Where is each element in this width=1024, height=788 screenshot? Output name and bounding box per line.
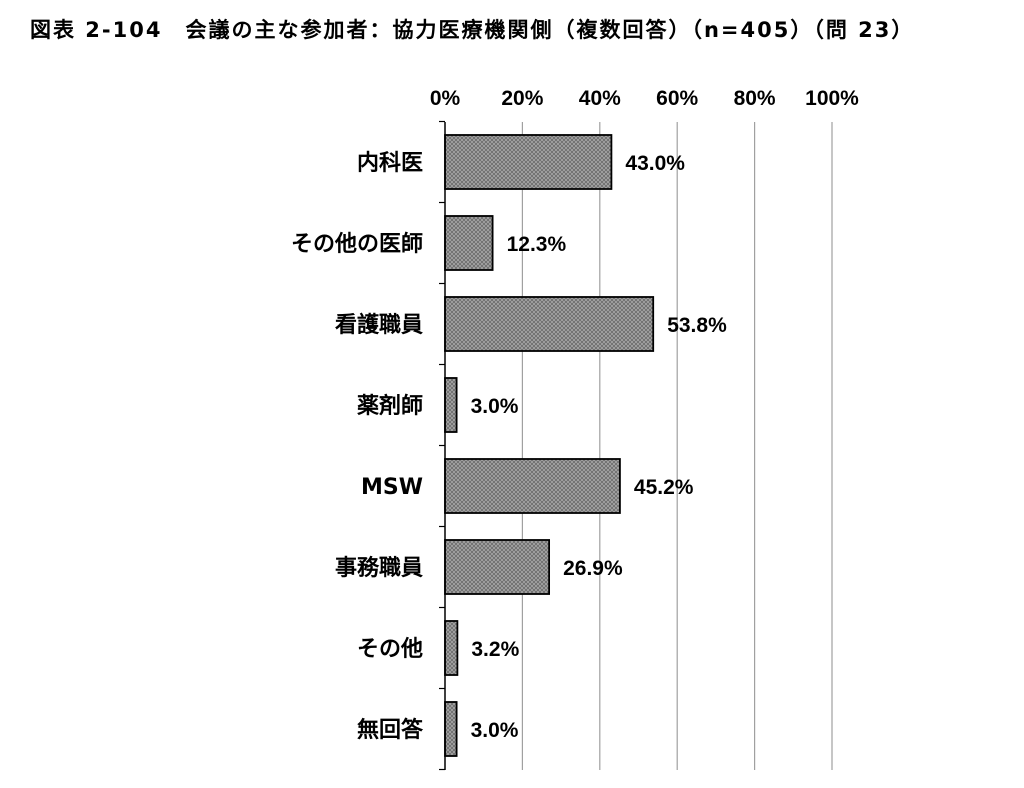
bar (444, 134, 613, 190)
bar (444, 377, 458, 433)
y-axis (439, 120, 446, 771)
x-axis-ticks: 0% 20% 40% 60% 80% 100% (430, 87, 859, 110)
category-label: その他の医師 (291, 231, 423, 257)
category-label: 無回答 (357, 717, 424, 743)
value-label: 12.3% (507, 233, 567, 256)
value-label: 45.2% (634, 476, 694, 499)
bar (444, 620, 459, 676)
value-label: 26.9% (563, 557, 623, 580)
value-label: 3.0% (471, 719, 519, 742)
bar (444, 701, 458, 757)
x-tick-label: 80% (734, 87, 776, 110)
x-tick-label: 100% (805, 87, 859, 110)
x-tick-label: 20% (501, 87, 543, 110)
value-label: 3.2% (471, 638, 519, 661)
bar (444, 458, 621, 514)
chart-title: 図表 2-104 会議の主な参加者：協力医療機関側（複数回答）（n=405）（問… (30, 18, 915, 42)
bar (444, 296, 655, 352)
category-label: 看護職員 (335, 312, 423, 338)
value-label: 43.0% (625, 152, 685, 175)
bar (444, 215, 494, 271)
x-tick-label: 40% (579, 87, 621, 110)
category-label: 薬剤師 (357, 393, 423, 419)
gridlines (521, 122, 833, 770)
value-labels: 43.0% 12.3% 53.8% 3.0% 45.2% 26.9% 3.2% 3.0% (471, 152, 727, 742)
category-label: MSW (361, 475, 423, 500)
category-label: 事務職員 (335, 555, 423, 581)
x-tick-label: 60% (656, 87, 698, 110)
category-label: その他 (357, 637, 423, 662)
bar (444, 539, 551, 595)
value-label: 3.0% (471, 395, 519, 418)
value-label: 53.8% (667, 314, 727, 337)
x-tick-label: 0% (430, 87, 461, 110)
category-label: 内科医 (357, 151, 423, 176)
bars (444, 134, 655, 757)
